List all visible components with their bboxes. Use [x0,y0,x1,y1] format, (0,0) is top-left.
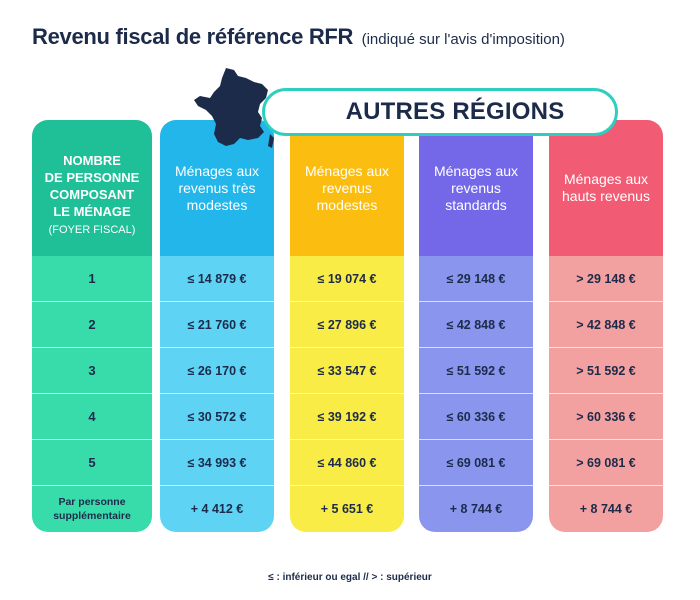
threshold-cell: ≤ 27 896 € [290,302,404,348]
household-size-cell: 5 [32,440,152,486]
column-modestes: Ménages aux revenus modestes ≤ 19 074 € … [290,120,404,532]
threshold-cell: > 69 081 € [549,440,663,486]
column-body-household: 1 2 3 4 5 Par personne supplémentaire [32,256,152,532]
header-note: (FOYER FISCAL) [48,223,136,236]
household-size-cell: 3 [32,348,152,394]
column-body-modestes: ≤ 19 074 € ≤ 27 896 € ≤ 33 547 € ≤ 39 19… [290,256,404,532]
threshold-cell: ≤ 19 074 € [290,256,404,302]
column-body-tres-modestes: ≤ 14 879 € ≤ 21 760 € ≤ 26 170 € ≤ 30 57… [160,256,274,532]
threshold-extra-cell: + 5 651 € [320,502,374,516]
column-body-hauts-revenus: > 29 148 € > 42 848 € > 51 592 € > 60 33… [549,256,663,532]
threshold-cell: ≤ 34 993 € [160,440,274,486]
household-size-cell: 2 [32,302,152,348]
threshold-cell: > 51 592 € [549,348,663,394]
title-main: Revenu fiscal de référence RFR [32,24,354,49]
column-header-household: NOMBRE DE PERSONNE COMPOSANT LE MÉNAGE (… [32,120,152,256]
threshold-cell: > 60 336 € [549,394,663,440]
region-banner-label: AUTRES RÉGIONS [345,98,565,125]
header-line: DE PERSONNE [44,169,140,185]
column-header-hauts-revenus: Ménages aux hauts revenus [549,120,663,256]
title-subtitle: (indiqué sur l'avis d'imposition) [361,31,565,48]
column-hauts-revenus: Ménages aux hauts revenus > 29 148 € > 4… [549,120,663,532]
column-header-standards: Ménages aux revenus standards [419,120,533,256]
column-body-standards: ≤ 29 148 € ≤ 42 848 € ≤ 51 592 € ≤ 60 33… [419,256,533,532]
threshold-cell: ≤ 42 848 € [419,302,533,348]
threshold-cell: > 42 848 € [549,302,663,348]
page-title: Revenu fiscal de référence RFR (indiqué … [32,24,565,50]
column-header-tres-modestes: Ménages aux revenus très modestes [160,120,274,256]
household-size-cell: 1 [32,256,152,302]
threshold-extra-cell: + 4 412 € [190,502,244,516]
threshold-cell: ≤ 44 860 € [290,440,404,486]
column-standards: Ménages aux revenus standards ≤ 29 148 €… [419,120,533,532]
threshold-extra-cell: + 8 744 € [579,502,633,516]
threshold-cell: ≤ 21 760 € [160,302,274,348]
threshold-cell: ≤ 69 081 € [419,440,533,486]
threshold-cell: > 29 148 € [549,256,663,302]
threshold-extra-cell: + 8 744 € [449,502,503,516]
legend: ≤ : inférieur ou egal // > : supérieur [268,572,432,583]
household-size-cell: 4 [32,394,152,440]
threshold-cell: ≤ 33 547 € [290,348,404,394]
threshold-cell: ≤ 39 192 € [290,394,404,440]
france-map-icon [194,68,274,148]
household-extra-cell: Par personne supplémentaire [53,496,131,522]
column-household-size: NOMBRE DE PERSONNE COMPOSANT LE MÉNAGE (… [32,120,152,532]
threshold-cell: ≤ 26 170 € [160,348,274,394]
header-line: COMPOSANT [49,186,135,202]
threshold-cell: ≤ 30 572 € [160,394,274,440]
column-header-modestes: Ménages aux revenus modestes [290,120,404,256]
threshold-cell: ≤ 14 879 € [160,256,274,302]
header-line: LE MÉNAGE [53,203,131,219]
column-tres-modestes: Ménages aux revenus très modestes ≤ 14 8… [160,120,274,532]
region-banner: AUTRES RÉGIONS [262,88,618,136]
threshold-cell: ≤ 29 148 € [419,256,533,302]
threshold-cell: ≤ 51 592 € [419,348,533,394]
header-line: NOMBRE [63,152,121,168]
threshold-cell: ≤ 60 336 € [419,394,533,440]
